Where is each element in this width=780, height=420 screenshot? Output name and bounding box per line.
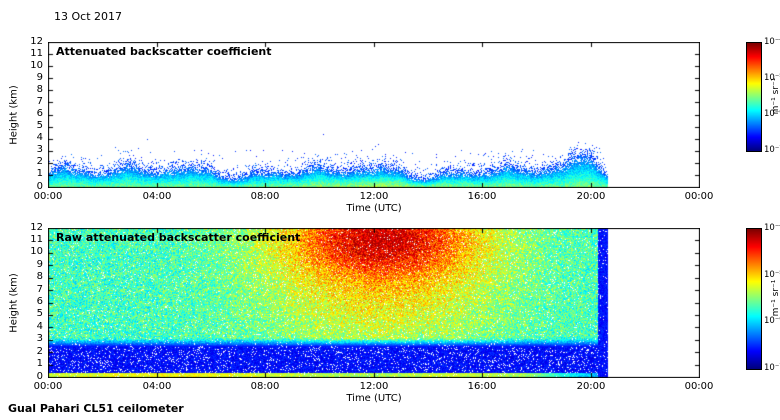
y-tick-label: 2 <box>36 345 43 357</box>
x-tick-label: 00:00 <box>684 191 714 202</box>
bottom-panel-title: Raw attenuated backscatter coefficient <box>56 231 301 244</box>
y-tick-label: 8 <box>36 271 43 283</box>
y-tick-label: 0 <box>36 370 43 382</box>
y-tick-label: 6 <box>36 108 43 119</box>
x-tick-label: 20:00 <box>576 381 606 392</box>
top-panel-title: Attenuated backscatter coefficient <box>56 45 272 58</box>
colorbar-tick-label: 10⁻⁷ <box>764 145 780 155</box>
y-tick-label: 1 <box>36 358 43 370</box>
y-tick-label: 2 <box>36 156 43 168</box>
x-tick-label: 08:00 <box>250 381 280 392</box>
colorbar-tick-label: 10⁻⁴ <box>764 37 780 47</box>
colorbar-tick-label: 10⁻⁵ <box>764 269 780 280</box>
y-tick-label: 5 <box>36 120 43 132</box>
y-tick-label: 12 <box>30 221 43 233</box>
y-tick-label: 7 <box>36 95 43 107</box>
x-tick-label: 16:00 <box>467 191 497 202</box>
x-tick-label: 12:00 <box>359 191 389 202</box>
y-tick-label: 7 <box>36 283 43 295</box>
date-label: 13 Oct 2017 <box>54 10 123 23</box>
y-tick-label: 4 <box>36 320 43 332</box>
x-tick-label: 20:00 <box>576 191 606 202</box>
y-tick-label: 11 <box>30 47 43 59</box>
x-tick-label: 08:00 <box>250 191 280 202</box>
y-tick-label: 10 <box>30 246 43 258</box>
top-colorbar <box>746 42 762 152</box>
colorbar-tick-label: 10⁻⁵ <box>764 73 780 83</box>
y-tick-label: 9 <box>36 258 43 270</box>
x-tick-label: 00:00 <box>33 191 63 202</box>
colorbar-tick-label: 10⁻⁷ <box>764 363 780 373</box>
y-tick-label: 8 <box>36 83 43 95</box>
x-tick-label: 04:00 <box>142 381 172 392</box>
y-tick-label: 0 <box>36 180 43 192</box>
y-tick-label: 11 <box>30 233 43 245</box>
x-tick-label: 16:00 <box>467 381 497 392</box>
x-tick-label: 00:00 <box>684 381 714 392</box>
top-x-axis-label: Time (UTC) <box>346 203 402 214</box>
x-tick-label: 00:00 <box>33 381 63 392</box>
colorbar-tick-label: 10⁻⁶ <box>764 109 780 119</box>
y-tick-label: 1 <box>36 168 43 180</box>
y-tick-label: 5 <box>36 308 43 320</box>
y-tick-label: 3 <box>36 333 43 345</box>
y-tick-label: 3 <box>36 144 43 156</box>
bottom-heatmap-canvas <box>48 228 700 378</box>
y-tick-label: 12 <box>30 35 43 47</box>
bottom-colorbar <box>746 228 762 370</box>
y-tick-label: 10 <box>30 59 43 71</box>
x-tick-label: 04:00 <box>142 191 172 202</box>
top-heatmap-canvas <box>48 42 700 188</box>
colorbar-tick-label: 10⁻⁴ <box>764 223 780 233</box>
y-tick-label: 6 <box>36 296 43 307</box>
bottom-x-axis-label: Time (UTC) <box>346 393 402 404</box>
colorbar-tick-label: 10⁻⁶ <box>764 316 780 327</box>
y-tick-label: 4 <box>36 132 43 144</box>
x-tick-label: 12:00 <box>359 381 389 392</box>
y-tick-label: 9 <box>36 71 43 83</box>
footer-label: Gual Pahari CL51 ceilometer <box>8 402 184 415</box>
top-y-axis-label: Height (km) <box>8 85 20 145</box>
bottom-y-axis-label: Height (km) <box>8 273 20 333</box>
bottom-colorbar-unit-label: m⁻¹ sr⁻¹ <box>771 279 780 317</box>
